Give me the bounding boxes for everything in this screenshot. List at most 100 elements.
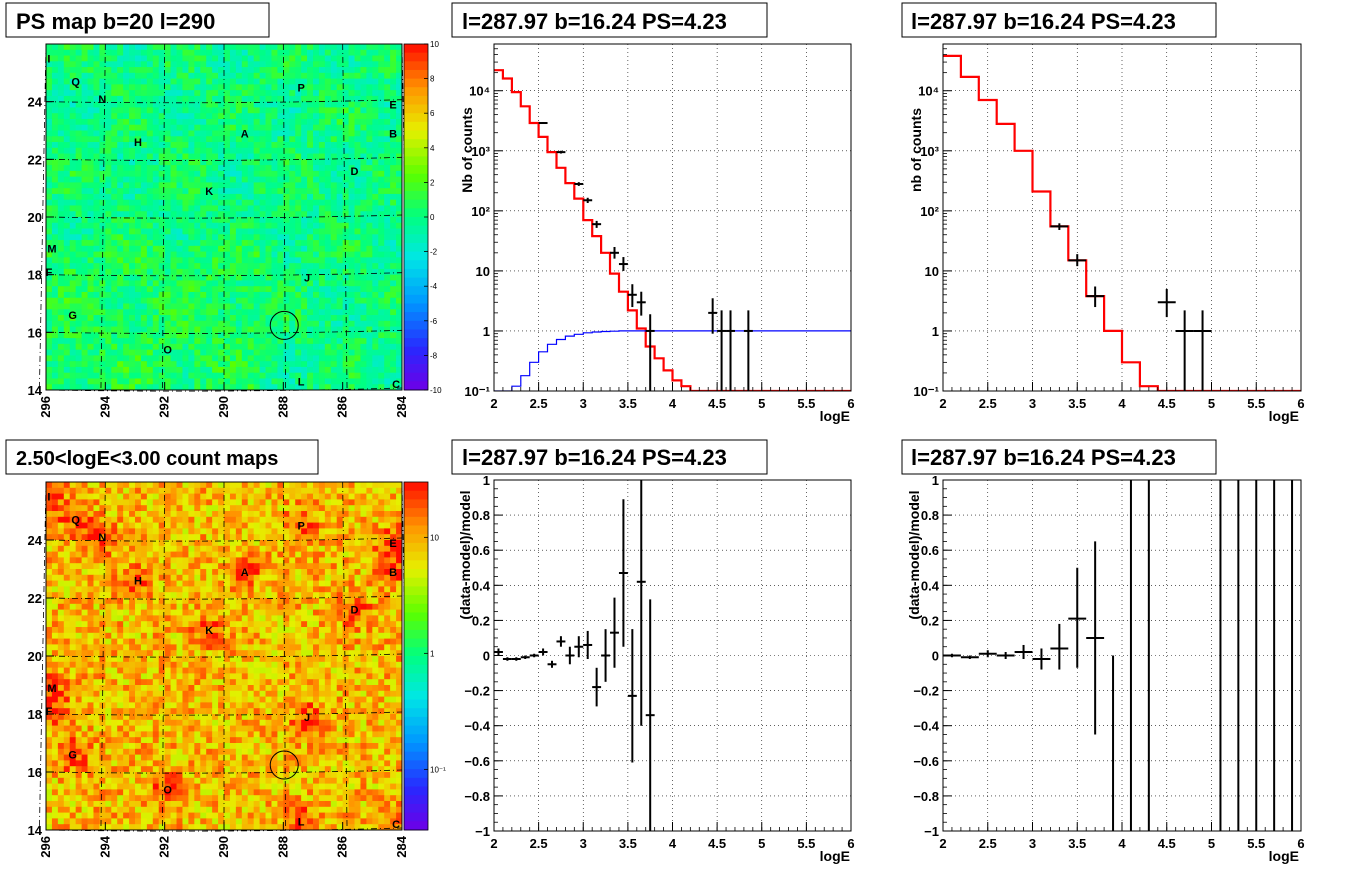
heatmap-cell (378, 136, 385, 143)
heatmap-cell (324, 297, 332, 304)
heatmap-cell (182, 511, 189, 518)
map-y-tick-label: 14 (28, 383, 43, 398)
heatmap-cell (277, 540, 284, 547)
heatmap-cell (241, 263, 249, 270)
heatmap-cell (51, 101, 59, 108)
heatmap-cell (111, 534, 118, 541)
heatmap-cell (301, 234, 308, 241)
heatmap-cell (123, 586, 130, 593)
heatmap-cell (164, 84, 171, 91)
heatmap-cell (123, 72, 130, 79)
heatmap-cell (372, 384, 379, 390)
heatmap-cell (123, 499, 130, 506)
heatmap-cell (253, 263, 260, 270)
heatmap-cell (182, 338, 189, 345)
heatmap-cell (206, 49, 213, 56)
heatmap-cell (390, 528, 397, 535)
heatmap-cell (164, 170, 171, 178)
heatmap-cell (360, 349, 367, 356)
heatmap-cell (336, 165, 344, 172)
heatmap-cell (224, 505, 231, 512)
heatmap-cell (330, 366, 338, 374)
heatmap-cell (152, 563, 160, 570)
heatmap-cell (51, 326, 59, 333)
heatmap-cell (87, 170, 94, 178)
heatmap-cell (57, 217, 65, 224)
heatmap-cell (372, 332, 379, 339)
heatmap-cell (99, 84, 106, 91)
heatmap-cell (396, 482, 402, 489)
heatmap-cell (123, 516, 130, 523)
heatmap-cell (271, 516, 278, 523)
heatmap-cell (129, 320, 136, 327)
heatmap-cell (170, 355, 177, 362)
heatmap-cell (396, 159, 402, 166)
heatmap-cell (218, 165, 225, 172)
heatmap-cell (396, 574, 402, 581)
heatmap-cell (206, 545, 213, 552)
heatmap-cell (224, 378, 231, 385)
heatmap-cell (330, 67, 338, 74)
heatmap-cell (57, 551, 65, 558)
heatmap-cell (57, 505, 65, 512)
heatmap-cell (135, 280, 142, 287)
heatmap-cell (313, 245, 320, 252)
heatmap-cell (111, 487, 118, 494)
heatmap-cell (46, 193, 53, 201)
heatmap-cell (194, 528, 201, 535)
heatmap-cell (277, 580, 284, 587)
heatmap-cell (63, 234, 71, 241)
heatmap-cell (295, 372, 302, 379)
heatmap-cell (390, 372, 397, 379)
heatmap-cell (129, 165, 136, 172)
heatmap-cell (140, 384, 148, 390)
heatmap-cell (324, 136, 332, 143)
heatmap-cell (289, 228, 296, 235)
heatmap-cell (117, 245, 124, 252)
heatmap-cell (99, 534, 106, 541)
heatmap-cell (152, 534, 160, 541)
heatmap-cell (158, 586, 166, 593)
heatmap-cell (46, 228, 53, 235)
heatmap-cell (158, 338, 166, 345)
heatmap-cell (384, 378, 391, 385)
heatmap-cell (206, 107, 213, 114)
heatmap-cell (105, 303, 112, 310)
heatmap-cell (348, 291, 355, 299)
heatmap-cell (253, 142, 260, 149)
heatmap-cell (318, 165, 326, 172)
heatmap-cell (277, 95, 284, 103)
heatmap-cell (241, 511, 249, 518)
heatmap-cell (342, 286, 349, 293)
heatmap-cell (283, 188, 290, 195)
heatmap-cell (342, 107, 349, 114)
heatmap-cell (176, 107, 183, 114)
heatmap-cell (224, 482, 231, 489)
heatmap-cell (57, 274, 65, 281)
heatmap-cell (218, 142, 225, 149)
heatmap-cell (111, 574, 118, 581)
heatmap-cell (111, 505, 118, 512)
heatmap-cell (140, 61, 148, 68)
heatmap-cell (164, 482, 171, 489)
heatmap-cell (289, 580, 296, 587)
heatmap-cell (265, 153, 272, 160)
heatmap-cell (176, 511, 183, 518)
heatmap-cell (324, 378, 332, 385)
heatmap-cell (146, 251, 154, 258)
heatmap-cell (366, 309, 373, 316)
heatmap-cell (129, 67, 136, 74)
colorbar-swatch (404, 182, 428, 192)
heatmap-cell (348, 586, 355, 593)
heatmap-cell (57, 338, 65, 345)
heatmap-cell (366, 563, 373, 570)
heatmap-cell (259, 326, 266, 333)
heatmap-cell (63, 90, 71, 97)
heatmap-cell (366, 338, 373, 345)
heatmap-cell (396, 315, 402, 322)
heatmap-cell (117, 569, 124, 576)
heatmap-cell (218, 234, 225, 241)
heatmap-cell (81, 366, 88, 374)
heatmap-cell (200, 540, 207, 547)
heatmap-cell (194, 598, 201, 605)
